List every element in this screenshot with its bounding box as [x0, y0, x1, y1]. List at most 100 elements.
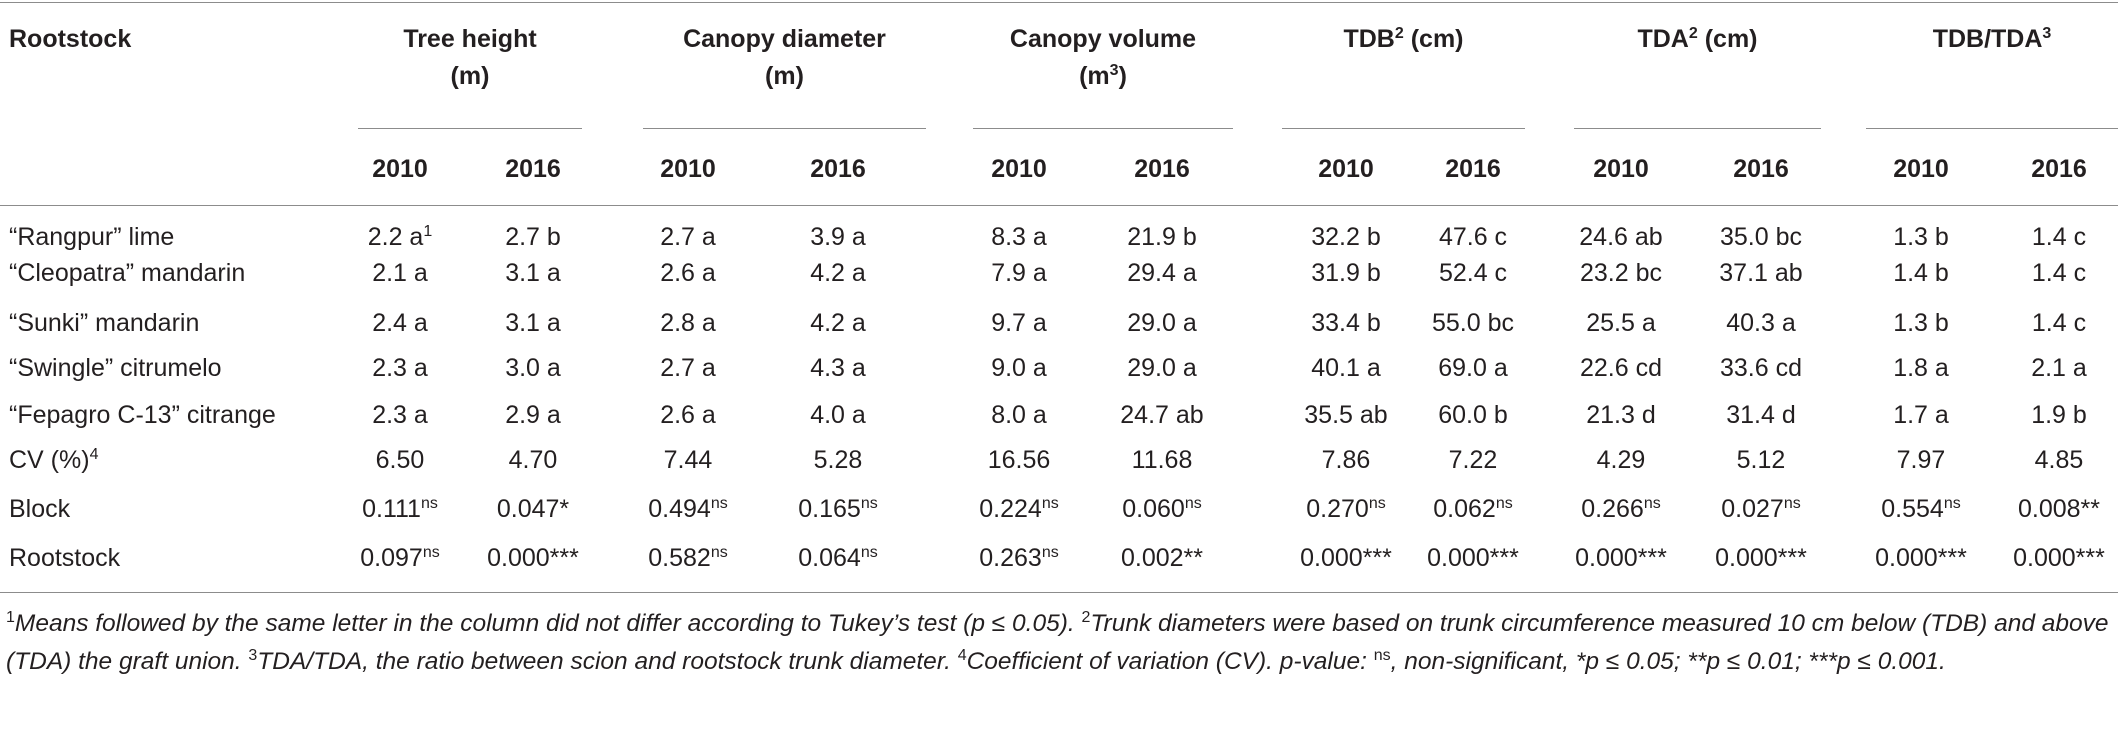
table-cell: 0.000***	[1875, 544, 1967, 572]
table-cell: 2.6 a	[660, 259, 716, 287]
table-cell: 31.9 b	[1311, 259, 1381, 287]
table-cell: 2.7 a	[660, 223, 716, 251]
table-cell: 8.0 a	[991, 401, 1047, 429]
table-cell: 33.4 b	[1311, 309, 1381, 337]
table-cell: 0.097ns	[360, 544, 440, 572]
table-cell: 24.6 ab	[1579, 223, 1663, 251]
table-cell: 4.29	[1596, 446, 1646, 474]
table-cell: 2.3 a	[372, 401, 428, 429]
table-cell: 0.000***	[487, 544, 579, 572]
year-header: 2010	[372, 155, 428, 183]
header-bottom-rule	[0, 205, 2118, 206]
table-cell: 40.3 a	[1726, 309, 1796, 337]
row-label: “Sunki” mandarin	[9, 309, 200, 337]
table-cell: 1.3 b	[1893, 309, 1949, 337]
table-cell: 2.4 a	[372, 309, 428, 337]
table-cell: 5.28	[813, 446, 863, 474]
table-cell: 24.7 ab	[1120, 401, 1204, 429]
table-cell: 69.0 a	[1438, 354, 1508, 382]
table-cell: 0.266ns	[1581, 495, 1661, 523]
table-cell: 2.6 a	[660, 401, 716, 429]
table-cell: 21.3 d	[1586, 401, 1656, 429]
row-label: Rootstock	[9, 544, 121, 572]
table-cell: 0.494ns	[648, 495, 728, 523]
table-cell: 22.6 cd	[1579, 354, 1662, 382]
table-cell: 4.70	[508, 446, 558, 474]
rootstock-header: Rootstock	[9, 25, 132, 53]
table-cell: 7.9 a	[991, 259, 1047, 287]
table-cell: 7.86	[1321, 446, 1371, 474]
tda-header: TDA2 (cm)	[1637, 25, 1758, 53]
table-cell: 1.4 c	[2031, 259, 2087, 287]
table-cell: 47.6 c	[1438, 223, 1508, 251]
table-cell: 33.6 cd	[1719, 354, 1802, 382]
table-cell: 0.062ns	[1433, 495, 1513, 523]
table-cell: 1.8 a	[1893, 354, 1949, 382]
canopy-diameter-header: Canopy diameter (m)	[683, 25, 886, 90]
year-header: 2016	[2031, 155, 2087, 183]
table-cell: 2.2 a1	[367, 223, 433, 251]
table-cell: 7.97	[1896, 446, 1946, 474]
table-cell: 0.027ns	[1721, 495, 1801, 523]
table-cell: 23.2 bc	[1579, 259, 1662, 287]
table-cell: 35.0 bc	[1719, 223, 1802, 251]
table-cell: 0.111ns	[362, 495, 438, 523]
table-cell: 0.000***	[1715, 544, 1807, 572]
group-rule-canopy-volume	[973, 128, 1233, 129]
group-rule-tda	[1574, 128, 1821, 129]
table-cell: 29.0 a	[1127, 354, 1197, 382]
row-label: Block	[9, 495, 71, 523]
table-cell: 4.2 a	[810, 309, 866, 337]
row-label: “Cleopatra” mandarin	[9, 259, 246, 287]
row-label: “Swingle” citrumelo	[9, 354, 222, 382]
table-cell: 4.3 a	[810, 354, 866, 382]
group-rule-canopy-diameter	[643, 128, 926, 129]
table-cell: 0.224ns	[979, 495, 1059, 523]
table-cell: 2.1 a	[2031, 354, 2087, 382]
table-cell: 9.0 a	[991, 354, 1047, 382]
year-header: 2016	[1445, 155, 1501, 183]
table-cell: 1.3 b	[1893, 223, 1949, 251]
table-cell: 0.554ns	[1881, 495, 1961, 523]
row-label: CV (%)4	[9, 446, 99, 474]
table-cell: 3.1 a	[505, 259, 561, 287]
table-cell: 2.7 a	[660, 354, 716, 382]
row-label: “Rangpur” lime	[9, 223, 175, 251]
table-cell: 4.85	[2034, 446, 2084, 474]
table-cell: 3.9 a	[810, 223, 866, 251]
table-cell: 55.0 bc	[1431, 309, 1514, 337]
table-cell: 52.4 c	[1438, 259, 1508, 287]
table-cell: 0.263ns	[979, 544, 1059, 572]
table-cell: 40.1 a	[1311, 354, 1381, 382]
table-cell: 29.4 a	[1127, 259, 1197, 287]
table-cell: 4.0 a	[810, 401, 866, 429]
table-cell: 0.270ns	[1306, 495, 1386, 523]
tree-height-header: Tree height (m)	[403, 25, 537, 90]
table-cell: 2.1 a	[372, 259, 428, 287]
table-cell: 0.000***	[1575, 544, 1667, 572]
canopy-volume-header: Canopy volume (m3)	[1009, 25, 1197, 90]
table-cell: 3.1 a	[505, 309, 561, 337]
year-header: 2016	[810, 155, 866, 183]
tdb-tda-header: TDB/TDA3	[1932, 25, 2052, 53]
table-cell: 0.165ns	[798, 495, 878, 523]
table-cell: 0.002**	[1120, 544, 1204, 572]
table-cell: 31.4 d	[1726, 401, 1796, 429]
table-cell: 25.5 a	[1586, 309, 1656, 337]
table-cell: 35.5 ab	[1304, 401, 1388, 429]
table-cell: 1.9 b	[2031, 401, 2087, 429]
year-header: 2010	[1318, 155, 1374, 183]
group-rule-tdb-tda	[1866, 128, 2118, 129]
table-footnote: 1Means followed by the same letter in th…	[6, 609, 2109, 676]
table-cell: 0.582ns	[648, 544, 728, 572]
table-cell: 6.50	[375, 446, 425, 474]
table-cell: 7.22	[1448, 446, 1498, 474]
table-cell: 3.0 a	[505, 354, 561, 382]
year-header: 2016	[505, 155, 561, 183]
table-cell: 60.0 b	[1438, 401, 1508, 429]
year-header: 2010	[1893, 155, 1949, 183]
table-cell: 21.9 b	[1127, 223, 1197, 251]
table-cell: 16.56	[987, 446, 1051, 474]
table-cell: 1.7 a	[1893, 401, 1949, 429]
table-cell: 37.1 ab	[1719, 259, 1803, 287]
